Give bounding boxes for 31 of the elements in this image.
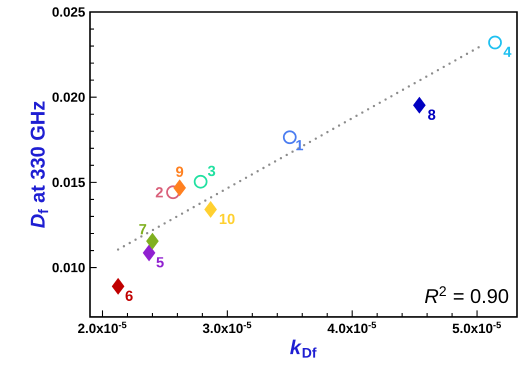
y-tick-label: 0.025 — [52, 7, 85, 17]
series-label: 6 — [126, 290, 133, 301]
y-tick-label: 0.015 — [52, 178, 85, 188]
y-tick-label: 0.010 — [52, 262, 85, 272]
series-label: 5 — [156, 257, 164, 268]
x-tick-label: 4.0x10$^{-5}$ — [328, 322, 376, 334]
point — [142, 244, 156, 262]
x-tick-label: 5.0x10$^{-5}$ — [452, 322, 501, 334]
point — [488, 36, 502, 50]
annotation: R$^{2}$ = 0.90 — [424, 286, 508, 304]
series-label: 8 — [428, 109, 436, 120]
series-label: 10 — [220, 214, 235, 224]
series-label: 2 — [156, 187, 163, 198]
point — [282, 130, 297, 144]
x-tick-label: 3.0x10$^{-5}$ — [202, 322, 252, 334]
y-axis-title: D$_{f}$ at 330 GHz — [30, 101, 48, 228]
point — [194, 174, 208, 189]
y-tick-label: 0.020 — [52, 92, 85, 102]
point — [112, 278, 124, 295]
x-axis-title: k$_{Df}$ — [290, 340, 317, 358]
series-label: 9 — [176, 166, 184, 177]
point — [173, 180, 186, 196]
point — [204, 201, 217, 218]
point — [146, 232, 159, 250]
point — [166, 185, 180, 200]
series-label: 1 — [296, 140, 304, 150]
series-label: 7 — [139, 224, 146, 234]
x-tick-label: 2.0x10$^{-5}$ — [78, 322, 126, 334]
series-label: 3 — [208, 166, 216, 176]
point — [413, 96, 426, 114]
series-label: 4 — [504, 46, 512, 57]
